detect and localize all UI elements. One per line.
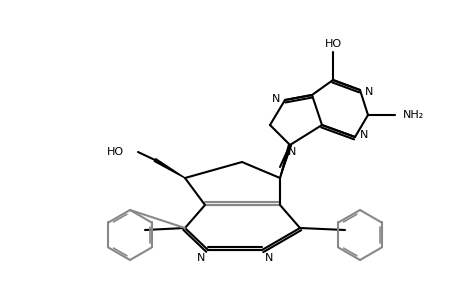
- Text: HO: HO: [324, 39, 341, 49]
- Text: N: N: [364, 87, 372, 97]
- Text: N: N: [196, 253, 205, 263]
- Polygon shape: [154, 159, 185, 178]
- Text: N: N: [287, 147, 296, 157]
- Text: N: N: [271, 94, 280, 104]
- Text: NH₂: NH₂: [402, 110, 423, 120]
- Text: HO: HO: [106, 147, 124, 157]
- Text: N: N: [359, 130, 367, 140]
- Polygon shape: [280, 145, 291, 178]
- Text: N: N: [264, 253, 273, 263]
